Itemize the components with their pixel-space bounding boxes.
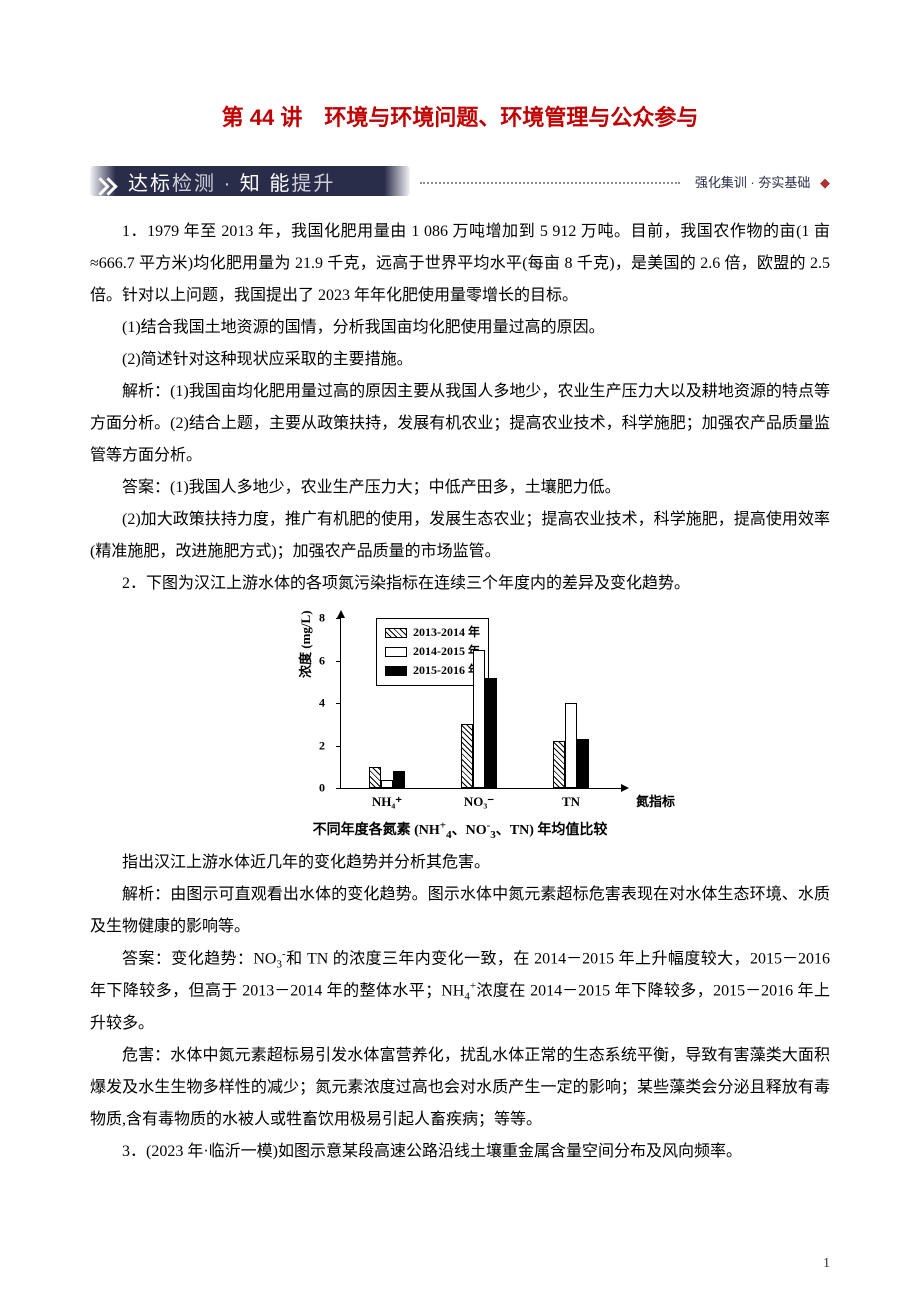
y-tick-mark [336,746,341,747]
chart-bar [485,678,497,789]
y-axis-arrow-icon [337,610,345,618]
body-text: 危害：水体中氮元素超标易引发水体富营养化，扰乱水体正常的生态系统平衡，导致有害藻… [90,1040,830,1136]
body-text: 答案：(1)我国人多地少，农业生产压力大；中低产田多，土壤肥力低。 [90,472,830,504]
chart-bar [393,771,405,788]
chart-caption: 不同年度各氮素 (NH+4、NO-3、TN) 年均值比较 [280,819,640,841]
banner-seg: · [224,173,233,195]
section-banner: 达标检测 · 知 能提升 强化集训 · 夯实基础 ◆ [90,160,830,194]
y-axis-label: 浓度 (mg/L) [295,610,314,678]
y-tick-label: 8 [319,611,325,626]
banner-seg: 达标 [128,173,172,195]
banner-background: 达标检测 · 知 能提升 [90,166,410,196]
banner-right-text: 强化集训 · 夯实基础 ◆ [695,172,830,191]
caption-text: 、TN) 年均值比较 [496,823,608,838]
y-tick-mark [336,661,341,662]
answer-text: 答案：变化趋势：NO [122,950,277,967]
chart-plot-area: 浓度 (mg/L) 氮指标 02468NH₄⁺NO₃⁻TN [340,618,621,789]
body-text: 解析：(1)我国亩均化肥用量过高的原因主要从我国人多地少，农业生产压力大以及耕地… [90,376,830,472]
y-tick-mark [336,703,341,704]
body-text: (1)结合我国土地资源的国情，分析我国亩均化肥使用量过高的原因。 [90,312,830,344]
banner-seg: 知 能 [240,173,292,195]
caption-text: 、NO [452,823,487,838]
body-text: (2)简述针对这种现状应采取的主要措施。 [90,344,830,376]
banner-text: 达标检测 · 知 能提升 [128,167,335,196]
x-axis-label: 氮指标 [636,791,675,810]
body-text: 解析：由图示可直观看出水体的变化趋势。图示水体中氮元素超标危害表现在对水体生态环… [90,879,830,943]
x-axis-arrow-icon [621,784,629,792]
diamond-icon: ◆ [820,175,830,190]
banner-seg: 检测 [172,173,216,195]
chart-bar [553,741,565,788]
page: 第 44 讲 环境与环境问题、环境管理与公众参与 达标检测 · 知 能提升 强化… [0,0,920,1302]
y-tick-label: 2 [319,738,325,753]
chart-bar [577,739,589,788]
chart-bar [369,767,381,788]
caption-text: 不同年度各氮素 (NH [313,823,440,838]
subscript: 3 [277,958,283,970]
y-tick-mark [336,618,341,619]
chart-bar [473,650,485,788]
chart: 2013-2014 年 2014-2015 年 2015-2016 年 浓度 (… [280,618,640,841]
body-text: 1．1979 年至 2013 年，我国化肥用量由 1 086 万吨增加到 5 9… [90,216,830,312]
body-text: 答案：变化趋势：NO3-和 TN 的浓度三年内变化一致，在 2014－2015 … [90,943,830,1040]
page-title: 第 44 讲 环境与环境问题、环境管理与公众参与 [90,100,830,132]
chart-bar [565,703,577,788]
body-text: 指出汉江上游水体近几年的变化趋势并分析其危害。 [90,847,830,879]
body-text: (2)加大政策扶持力度，推广有机肥的使用，发展生态农业；提高农业技术，科学施肥，… [90,504,830,568]
banner-seg: 提升 [291,173,335,195]
body-text: 3．(2023 年·临沂一模)如图示意某段高速公路沿线土壤重金属含量空间分布及风… [90,1136,830,1168]
y-tick-label: 6 [319,653,325,668]
x-tick-label: NO₃⁻ [464,794,494,810]
x-tick-label: TN [562,794,580,810]
body-text: 2．下图为汉江上游水体的各项氮污染指标在连续三个年度内的差异及变化趋势。 [90,568,830,600]
y-tick-label: 4 [319,696,325,711]
chart-bar [381,780,393,789]
x-tick-label: NH₄⁺ [372,794,402,810]
chart-bar [461,724,473,788]
chevrons-icon [94,172,120,202]
subscript: 4 [464,991,470,1003]
banner-dots [420,182,680,184]
page-number: 1 [823,1256,830,1272]
banner-right-label: 强化集训 · 夯实基础 [695,175,811,190]
y-tick-mark [336,788,341,789]
y-tick-label: 0 [319,781,325,796]
